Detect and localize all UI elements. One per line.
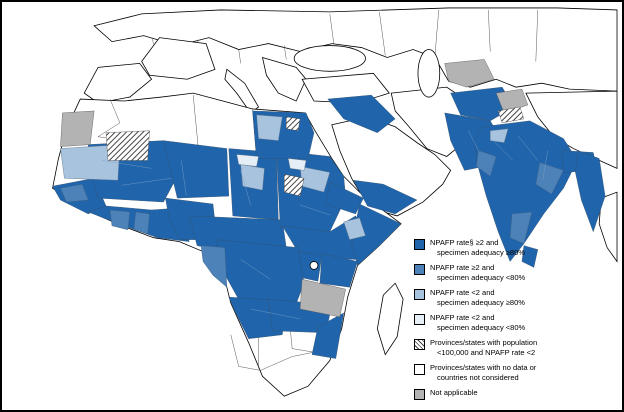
region-india-south-patch: [509, 211, 533, 244]
france: [141, 37, 216, 80]
regions-rate-ge2-adequacy-lt80: [60, 150, 564, 288]
province-lines: [102, 130, 548, 320]
region-ethiopia-ne-patch: [343, 217, 366, 240]
balkans: [261, 56, 307, 102]
regions-rate-lt2-adequacy-lt80: [236, 154, 307, 171]
region-india-central-patch: [535, 162, 564, 195]
region-ghana-patch: [133, 211, 150, 234]
swatch-medium-blue: [414, 264, 425, 275]
legend-label: NPAFP rate§ ≥2 and specimen adequacy ≥80…: [430, 238, 525, 257]
region-sri-lanka: [521, 245, 539, 268]
swatch-white: [414, 364, 425, 375]
regions-rate-lt2-adequacy-ge80: [60, 114, 509, 240]
legend-item-rate-lt2-adequacy-ge80: NPAFP rate <2 and specimen adequacy ≥80%: [414, 288, 578, 307]
regions-not-applicable: [60, 59, 529, 318]
legend-label: Provinces/states with population <100,00…: [430, 338, 538, 357]
legend-label: Provinces/states with no data or countri…: [430, 363, 537, 382]
swatch-hatched: [414, 339, 425, 350]
legend-label: NPAFP rate <2 and specimen adequacy <80%: [430, 313, 526, 332]
region-iraq-syria: [327, 94, 396, 133]
legend-item-rate-lt2-adequacy-lt80: NPAFP rate <2 and specimen adequacy <80%: [414, 313, 578, 332]
map-legend: NPAFP rate§ ≥2 and specimen adequacy ≥80…: [414, 238, 578, 400]
region-sudan-north-patch: [287, 158, 307, 171]
legend-item-no-data: Provinces/states with no data or countri…: [414, 363, 578, 382]
madagascar: [376, 282, 404, 356]
legend-item-rate-ge2-adequacy-ge80: NPAFP rate§ ≥2 and specimen adequacy ≥80…: [414, 238, 578, 257]
region-eritrea-djibouti: [325, 181, 364, 215]
region-myanmar: [575, 150, 606, 233]
region-niger: [163, 140, 230, 199]
region-ivory-coast-patch: [109, 209, 131, 231]
region-central-asia: [444, 59, 495, 88]
region-egypt-hatched: [286, 116, 301, 131]
swatch-gray: [414, 389, 425, 400]
region-kashmir-hatched: [497, 106, 525, 124]
black-sea: [293, 45, 366, 72]
region-india-west-patch: [476, 150, 497, 177]
swatch-dark-blue: [414, 239, 425, 250]
region-egypt-nw-patch: [256, 114, 283, 141]
region-mozambique-malawi: [311, 312, 344, 359]
north-africa-borders: [97, 95, 257, 159]
legend-label: Not applicable: [430, 388, 478, 397]
region-yemen: [353, 180, 418, 215]
region-chad-center-patch: [240, 164, 265, 191]
caspian-sea: [417, 49, 441, 98]
region-india-nw-patch: [490, 128, 509, 143]
region-sudan-hatched: [284, 174, 305, 197]
regions-small-population-hatched: [105, 106, 525, 197]
legend-label: NPAFP rate ≥2 and specimen adequacy <80%: [430, 263, 526, 282]
province-border-texture: [102, 130, 548, 320]
region-congo-gabon: [200, 245, 228, 288]
legend-item-rate-ge2-adequacy-lt80: NPAFP rate ≥2 and specimen adequacy <80%: [414, 263, 578, 282]
legend-item-small-population: Provinces/states with population <100,00…: [414, 338, 578, 357]
region-mauritania: [60, 144, 121, 181]
region-guinea-patch: [60, 183, 89, 203]
lake-victoria: [309, 261, 319, 270]
region-chad-north-patch: [236, 154, 259, 167]
region-north-mali-hatched: [105, 130, 150, 161]
legend-label: NPAFP rate <2 and specimen adequacy ≥80%: [430, 288, 525, 307]
southeast-asia: [598, 191, 618, 263]
region-kenya: [319, 253, 358, 288]
region-tanzania: [299, 279, 346, 318]
swatch-light-blue: [414, 289, 425, 300]
swatch-pale-blue: [414, 314, 425, 325]
legend-item-not-applicable: Not applicable: [414, 388, 578, 400]
region-western-sahara: [60, 110, 95, 147]
